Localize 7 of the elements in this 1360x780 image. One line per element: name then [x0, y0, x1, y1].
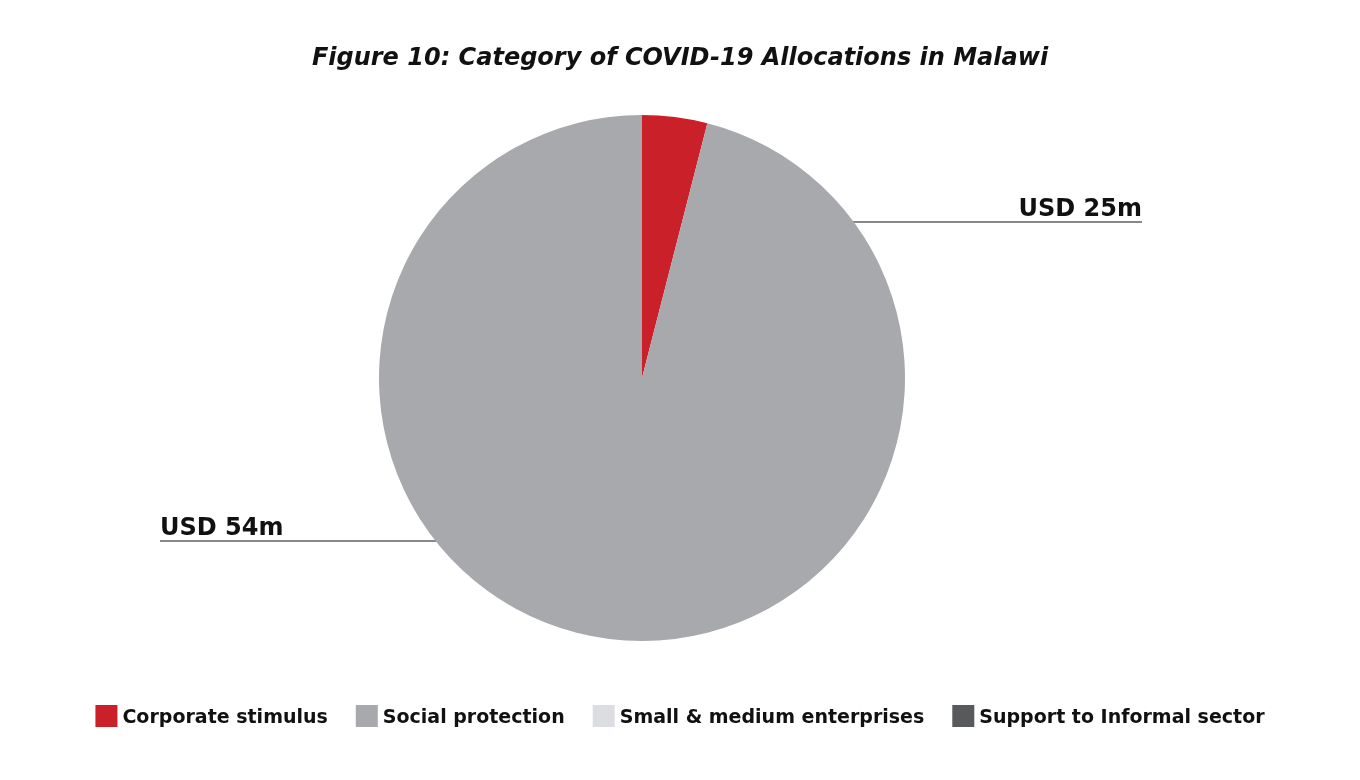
legend-label: Small & medium enterprises [619, 705, 925, 727]
legend-label: Support to Informal sector [979, 705, 1266, 727]
chart-title: Figure 10: Category of COVID-19 Allocations in Malawi [311, 43, 1049, 71]
data-label: USD 25m [1018, 194, 1142, 222]
legend-label: Social protection [382, 705, 565, 727]
data-label: USD 54m [160, 513, 284, 541]
legend-label: Corporate stimulus [122, 705, 328, 727]
